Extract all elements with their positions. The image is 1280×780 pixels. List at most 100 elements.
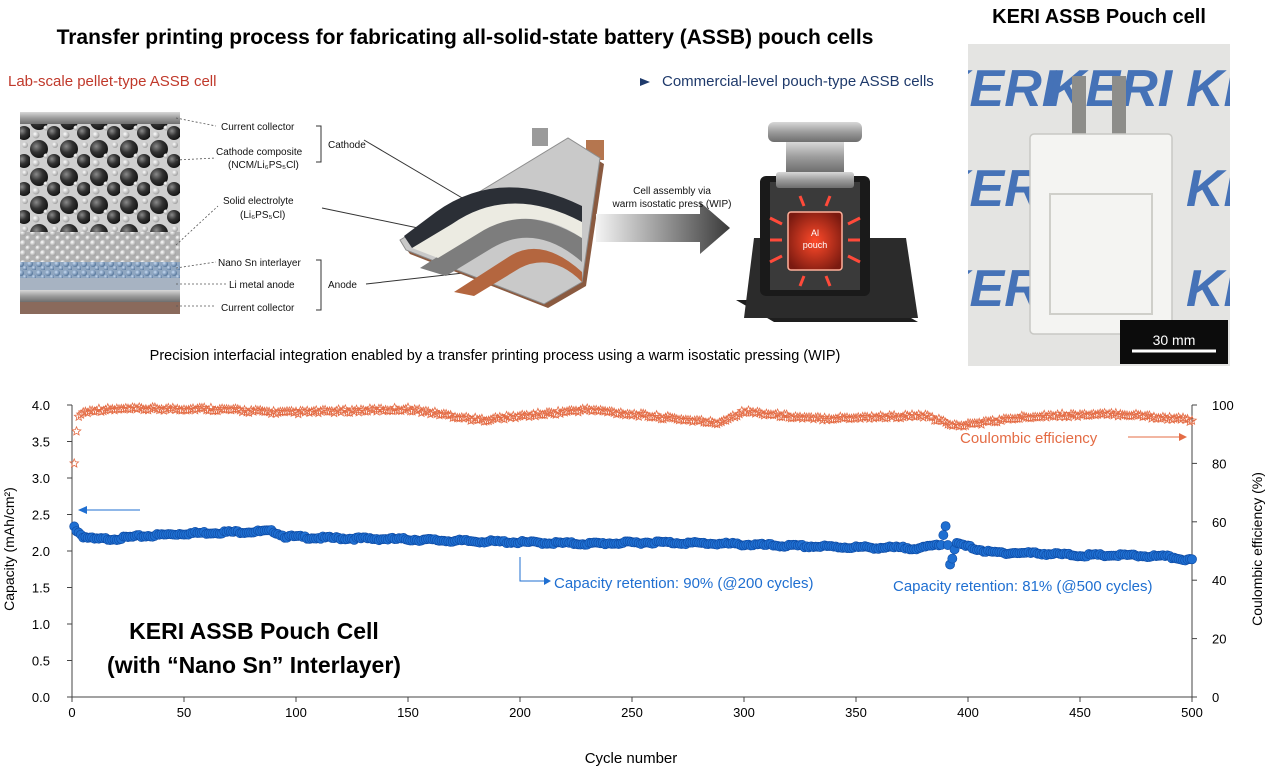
efficiency-point xyxy=(732,410,743,421)
y-left-axis-label: Capacity (mAh/cm²) xyxy=(1,487,17,611)
efficiency-point xyxy=(1182,413,1193,424)
y-left-tick-label: 1.5 xyxy=(32,581,50,596)
pouch-electrode-stack xyxy=(399,128,604,308)
label-cathode-composite: Cathode composite xyxy=(216,147,303,158)
watermark-3: KERI xyxy=(1186,60,1230,118)
y-left-tick-label: 1.0 xyxy=(32,617,50,632)
efficiency-point xyxy=(293,408,304,419)
label-li-metal: Li metal anode xyxy=(229,280,295,291)
efficiency-point xyxy=(976,418,987,429)
pressure-arrows xyxy=(769,195,861,287)
y-left-ticks: 0.0 0.5 1.0 1.5 2.0 2.5 3.0 3.5 4.0 xyxy=(32,398,72,705)
efficiency-point xyxy=(1144,409,1155,420)
efficiency-point xyxy=(476,413,488,424)
y-right-axis-label: Coulombic efficiency (%) xyxy=(1249,472,1265,626)
annotation-capacity-500: Capacity retention: 81% (@500 cycles) xyxy=(893,578,1153,595)
y-left-tick-label: 2.5 xyxy=(32,508,50,523)
efficiency-point xyxy=(1056,408,1068,419)
pouch-label-line1: Al xyxy=(811,228,819,238)
annotation-capacity-200: Capacity retention: 90% (@200 cycles) xyxy=(554,575,814,592)
efficiency-point xyxy=(1186,415,1198,426)
watermark-2: KERI xyxy=(1048,60,1174,118)
x-tick-label: 200 xyxy=(509,705,531,720)
x-tick-label: 300 xyxy=(733,705,755,720)
capacity-point xyxy=(947,553,958,564)
efficiency-point xyxy=(996,415,1007,426)
y-left-tick-label: 3.5 xyxy=(32,435,50,450)
watermark-1: KERI xyxy=(968,60,1058,118)
efficiency-point xyxy=(268,405,279,416)
watermark-7: KERI xyxy=(1186,260,1230,318)
y-right-tick-label: 0 xyxy=(1212,690,1219,705)
y-left-tick-label: 3.0 xyxy=(32,471,50,486)
label-cathode-formula: (NCM/Li₆PS₅Cl) xyxy=(228,160,299,171)
efficiency-point xyxy=(776,411,788,422)
process-schematic: Current collector Cathode composite (NCM… xyxy=(20,78,918,322)
efficiency-point xyxy=(651,409,662,420)
efficiency-point xyxy=(1014,413,1025,424)
cell-title-line1: KERI ASSB Pouch Cell xyxy=(129,618,379,644)
x-tick-label: 500 xyxy=(1181,705,1203,720)
x-tick-label: 250 xyxy=(621,705,643,720)
y-right-tick-label: 20 xyxy=(1212,632,1226,647)
annotation-ce: Coulombic efficiency xyxy=(960,430,1098,447)
capacity-axis-arrow-head xyxy=(78,506,87,514)
y-right-tick-label: 80 xyxy=(1212,456,1226,471)
annotation-200-pointer-head xyxy=(544,577,551,585)
efficiency-point xyxy=(498,413,510,424)
efficiency-point xyxy=(1052,408,1063,419)
efficiency-point xyxy=(888,409,900,420)
efficiency-point xyxy=(1063,411,1075,422)
lab-scale-label: Lab-scale pellet-type ASSB cell xyxy=(8,73,217,90)
x-tick-label: 150 xyxy=(397,705,419,720)
efficiency-point xyxy=(243,407,255,418)
label-solid-electrolyte: Solid electrolyte xyxy=(223,196,294,207)
scalebar-label: 30 mm xyxy=(1153,332,1196,348)
x-tick-label: 50 xyxy=(177,705,191,720)
efficiency-series xyxy=(69,401,1198,468)
y-left-tick-label: 0.0 xyxy=(32,690,50,705)
efficiency-point xyxy=(550,408,562,419)
annotation-200-pointer xyxy=(519,557,548,582)
efficiency-point xyxy=(445,409,456,420)
efficiency-point xyxy=(75,408,87,419)
efficiency-point xyxy=(407,405,418,416)
efficiency-point xyxy=(734,408,745,419)
pouch-label-line2: pouch xyxy=(803,240,828,250)
label-cathode-group: Cathode xyxy=(328,140,366,151)
label-electrolyte-formula: (Li₆PS₅Cl) xyxy=(240,210,285,221)
efficiency-point xyxy=(555,408,566,419)
label-nano-sn: Nano Sn interlayer xyxy=(218,258,301,269)
process-step-line2: warm isostatic press (WIP) xyxy=(612,199,732,210)
efficiency-point xyxy=(362,405,374,416)
y-right-tick-label: 40 xyxy=(1212,573,1226,588)
x-tick-label: 0 xyxy=(68,705,75,720)
y-left-tick-label: 2.0 xyxy=(32,544,50,559)
y-left-tick-label: 4.0 xyxy=(32,398,50,413)
efficiency-point xyxy=(1164,411,1175,422)
capacity-point xyxy=(1187,554,1197,565)
x-tick-label: 450 xyxy=(1069,705,1091,720)
y-right-tick-label: 100 xyxy=(1212,398,1234,413)
y-left-tick-label: 0.5 xyxy=(32,654,50,669)
efficiency-point xyxy=(960,420,971,431)
capacity-series xyxy=(69,521,1197,570)
x-tick-label: 100 xyxy=(285,705,307,720)
label-current-collector-bottom: Current collector xyxy=(221,303,295,314)
efficiency-point xyxy=(71,425,82,436)
photo-title: KERI ASSB Pouch cell xyxy=(992,6,1206,28)
pellet-cross-section xyxy=(20,112,180,314)
y-right-ticks: 0 20 40 60 80 100 xyxy=(1192,398,1234,705)
efficiency-point xyxy=(69,457,80,468)
wip-press xyxy=(736,122,918,322)
y-right-tick-label: 60 xyxy=(1212,515,1226,530)
efficiency-point xyxy=(1072,411,1083,422)
main-title: Transfer printing process for fabricatin… xyxy=(56,26,874,49)
efficiency-point xyxy=(205,402,217,413)
x-tick-label: 350 xyxy=(845,705,867,720)
layer-leaders xyxy=(175,117,226,307)
label-current-collector-top: Current collector xyxy=(221,122,295,133)
x-tick-label: 400 xyxy=(957,705,979,720)
efficiency-point xyxy=(93,403,105,414)
efficiency-point xyxy=(539,409,550,420)
